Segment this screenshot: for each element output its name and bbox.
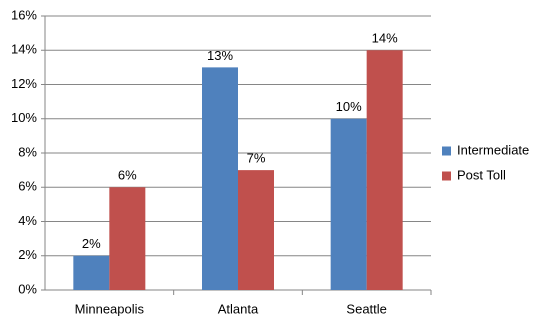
y-tick-label: 14% bbox=[11, 42, 37, 57]
value-label: 2% bbox=[82, 236, 101, 251]
y-tick-label: 4% bbox=[18, 213, 37, 228]
y-tick-label: 2% bbox=[18, 247, 37, 262]
y-tick-label: 12% bbox=[11, 76, 37, 91]
bar bbox=[73, 255, 110, 290]
legend-label: Post Toll bbox=[457, 167, 506, 182]
value-label: 7% bbox=[247, 151, 266, 166]
bar bbox=[366, 50, 403, 290]
value-label: 13% bbox=[207, 48, 233, 63]
x-tick-label: Seattle bbox=[346, 301, 386, 316]
value-label: 6% bbox=[118, 168, 137, 183]
legend-swatch bbox=[442, 146, 451, 156]
y-tick-label: 6% bbox=[18, 179, 37, 194]
value-label: 10% bbox=[336, 99, 362, 114]
y-tick-label: 16% bbox=[11, 7, 37, 22]
legend-swatch bbox=[442, 171, 451, 181]
y-tick-label: 10% bbox=[11, 110, 37, 125]
bar bbox=[238, 170, 274, 290]
y-tick-label: 0% bbox=[18, 281, 37, 296]
value-label: 14% bbox=[372, 31, 398, 46]
legend-label: Intermediate bbox=[457, 142, 529, 157]
x-tick-label: Atlanta bbox=[218, 301, 259, 316]
bar bbox=[202, 67, 238, 290]
x-tick-label: Minneapolis bbox=[75, 301, 145, 316]
bar bbox=[330, 118, 367, 290]
y-tick-label: 8% bbox=[18, 144, 37, 159]
bar bbox=[109, 187, 146, 290]
